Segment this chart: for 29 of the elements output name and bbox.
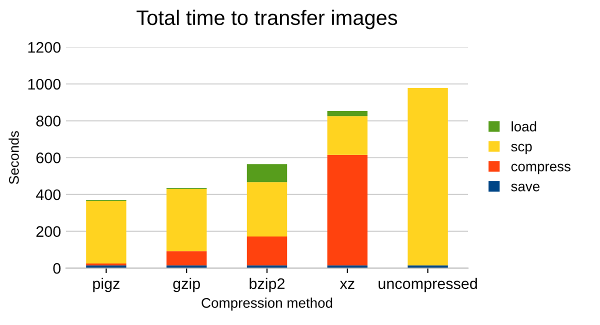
legend-label: scp (511, 144, 532, 154)
x-tick-label: bzip2 (250, 278, 284, 292)
y-tick-label: 800 (36, 116, 61, 126)
bar (166, 188, 207, 252)
y-tick-label: 600 (36, 152, 61, 164)
bar (408, 88, 448, 266)
y-tick-label: 0 (53, 262, 61, 274)
bar (246, 236, 288, 266)
y-tick-label: 1200 (28, 42, 61, 53)
x-axis-title: Compression method (202, 298, 332, 311)
legend-label: compress (511, 164, 570, 174)
bar (327, 111, 368, 116)
chart-title: Total time to transfer images (136, 10, 398, 30)
x-tick-label: xz (340, 280, 354, 289)
legend-label: load (512, 121, 536, 132)
bar (327, 154, 368, 266)
bar (166, 251, 207, 266)
bar (246, 182, 288, 236)
y-tick-label: 1000 (28, 78, 61, 90)
legend-label: save (511, 184, 540, 192)
x-tick-label: gzip (173, 278, 200, 292)
bar (86, 200, 126, 264)
bar (246, 164, 288, 182)
bar (327, 116, 368, 155)
y-tick-label: 400 (36, 189, 61, 200)
y-tick-label: 200 (36, 226, 61, 237)
y-axis-title: Seconds (8, 131, 19, 184)
x-tick-label: pigz (93, 278, 120, 292)
x-tick-label: uncompressed (378, 278, 477, 292)
